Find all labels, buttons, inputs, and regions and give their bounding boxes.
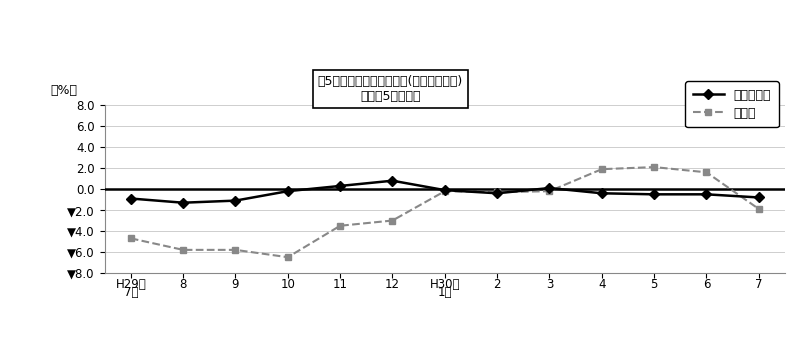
製造業 <box>702 170 711 174</box>
Text: 12: 12 <box>385 278 400 291</box>
製造業 <box>597 167 606 171</box>
調査産業計 <box>702 192 711 196</box>
Text: 7月: 7月 <box>123 285 138 298</box>
調査産業計 <box>283 189 293 193</box>
製造業 <box>492 190 502 194</box>
Text: 図5　常用労働者数の推移(対前年同月比)
－規模5人以上－: 図5 常用労働者数の推移(対前年同月比) －規模5人以上－ <box>318 75 463 103</box>
製造業 <box>126 236 135 240</box>
Text: 3: 3 <box>546 278 553 291</box>
製造業 <box>545 189 554 193</box>
調査産業計 <box>754 195 764 200</box>
Text: 11: 11 <box>333 278 348 291</box>
Text: （%）: （%） <box>50 84 77 97</box>
Text: 2: 2 <box>494 278 501 291</box>
調査産業計 <box>492 191 502 195</box>
調査産業計 <box>440 188 450 192</box>
Text: 8: 8 <box>179 278 186 291</box>
製造業 <box>440 189 450 193</box>
Line: 調査産業計: 調査産業計 <box>127 177 762 206</box>
製造業 <box>283 255 293 259</box>
Legend: 調査産業計, 製造業: 調査産業計, 製造業 <box>685 81 778 127</box>
Text: H30年: H30年 <box>430 278 460 291</box>
調査産業計 <box>545 186 554 190</box>
調査産業計 <box>178 201 188 205</box>
製造業 <box>754 207 764 211</box>
調査産業計 <box>388 179 398 183</box>
Text: 5: 5 <box>650 278 658 291</box>
製造業 <box>335 224 345 228</box>
Text: 10: 10 <box>280 278 295 291</box>
製造業 <box>650 165 659 169</box>
Text: H29年: H29年 <box>115 278 146 291</box>
製造業 <box>178 248 188 252</box>
Text: 1月: 1月 <box>438 285 452 298</box>
調査産業計 <box>126 196 135 201</box>
調査産業計 <box>597 191 606 195</box>
Text: 6: 6 <box>702 278 710 291</box>
製造業 <box>388 218 398 223</box>
Text: 9: 9 <box>232 278 239 291</box>
調査産業計 <box>230 199 240 203</box>
製造業 <box>230 248 240 252</box>
Text: 4: 4 <box>598 278 606 291</box>
Line: 製造業: 製造業 <box>127 164 762 261</box>
調査産業計 <box>650 192 659 196</box>
調査産業計 <box>335 184 345 188</box>
Text: 7: 7 <box>755 278 762 291</box>
